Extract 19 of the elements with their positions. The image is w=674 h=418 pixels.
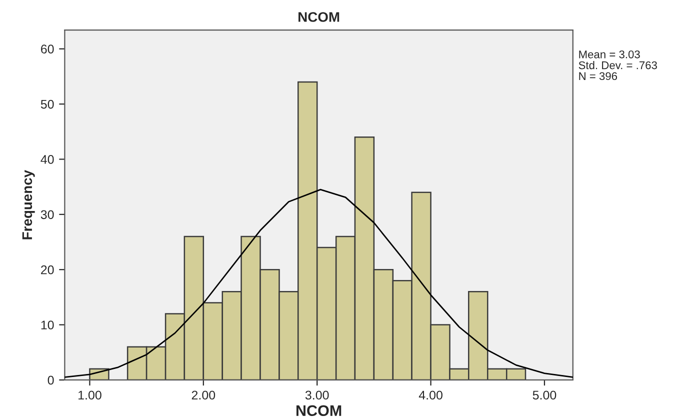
y-tick-label: 10 (41, 320, 54, 330)
y-tick-label: 0 (48, 376, 54, 385)
x-tick-label: 4.00 (418, 390, 442, 400)
text: N = 396 (579, 72, 618, 80)
y-tick-label: 20 (41, 265, 54, 274)
chart-title: NCOM (298, 12, 340, 22)
y-tick-label: 40 (40, 155, 54, 164)
x-tick-label: 1.00 (78, 390, 102, 400)
x-tick-label: 3.00 (305, 390, 329, 400)
text: Std. Dev. = .763 (578, 61, 657, 70)
text: Mean = 3.03 (579, 50, 640, 58)
y-tick-label: 50 (40, 100, 54, 109)
x-tick-label: 5.00 (532, 390, 556, 400)
line-series (64, 188, 573, 378)
x-tick-label: 2.00 (192, 390, 216, 400)
x-axis-title: NCOM (296, 405, 342, 416)
y-axis-title: Frequency (22, 170, 35, 240)
y-tick-label: 60 (41, 44, 54, 54)
y-tick-label: 30 (40, 210, 54, 220)
